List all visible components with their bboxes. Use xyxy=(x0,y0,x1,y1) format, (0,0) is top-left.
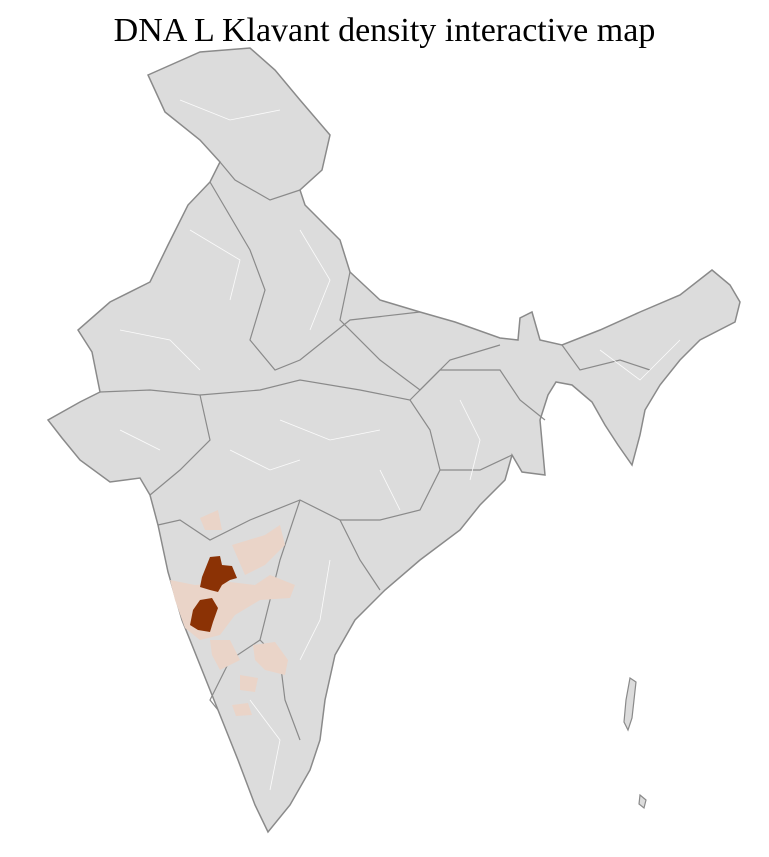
district-borders xyxy=(119,99,681,791)
andaman-islands[interactable] xyxy=(623,676,637,732)
district-low-density[interactable] xyxy=(200,510,222,530)
district-low-density[interactable] xyxy=(253,642,288,675)
india-mainland[interactable] xyxy=(46,47,741,834)
district-low-density[interactable] xyxy=(240,675,258,692)
map-title: DNA L Klavant density interactive map xyxy=(113,12,656,49)
district-high-density[interactable] xyxy=(200,556,237,592)
density-high-regions xyxy=(190,556,237,632)
district-high-density[interactable] xyxy=(190,598,218,632)
district-low-density[interactable] xyxy=(232,525,285,575)
state-borders xyxy=(99,161,651,741)
district-low-density[interactable] xyxy=(210,640,240,670)
country-shape xyxy=(46,47,741,834)
nicobar-islands[interactable] xyxy=(638,793,647,810)
district-low-density[interactable] xyxy=(232,703,252,716)
